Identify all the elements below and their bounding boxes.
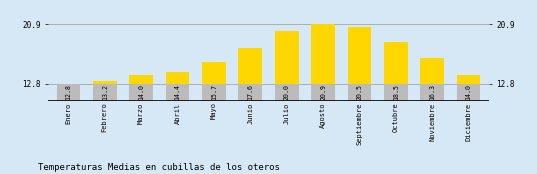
Bar <box>457 84 481 101</box>
Text: 17.6: 17.6 <box>248 84 253 100</box>
Bar <box>384 84 408 101</box>
Bar <box>129 84 153 101</box>
Text: 12.8: 12.8 <box>66 84 71 100</box>
Text: 15.7: 15.7 <box>211 84 217 100</box>
Bar <box>238 48 262 84</box>
Text: 20.5: 20.5 <box>357 84 362 100</box>
Bar <box>56 84 80 101</box>
Bar <box>275 84 299 101</box>
Bar <box>93 84 117 101</box>
Text: 20.0: 20.0 <box>284 84 289 100</box>
Bar <box>129 75 153 84</box>
Bar <box>420 84 444 101</box>
Bar <box>202 84 226 101</box>
Text: 14.4: 14.4 <box>175 84 180 100</box>
Text: 13.2: 13.2 <box>101 84 108 100</box>
Bar <box>275 31 299 84</box>
Bar <box>457 75 481 84</box>
Text: 14.0: 14.0 <box>466 84 471 100</box>
Bar <box>311 24 335 84</box>
Bar <box>93 81 117 84</box>
Bar <box>420 58 444 84</box>
Text: Temperaturas Medias en cubillas de los oteros: Temperaturas Medias en cubillas de los o… <box>38 163 279 172</box>
Text: 18.5: 18.5 <box>393 84 399 100</box>
Bar <box>202 62 226 84</box>
Text: 14.0: 14.0 <box>138 84 144 100</box>
Text: 20.9: 20.9 <box>320 84 326 100</box>
Bar <box>166 72 190 84</box>
Bar <box>311 84 335 101</box>
Bar <box>238 84 262 101</box>
Bar <box>347 84 371 101</box>
Bar <box>166 84 190 101</box>
Bar <box>384 42 408 84</box>
Bar <box>347 27 371 84</box>
Text: 16.3: 16.3 <box>429 84 436 100</box>
